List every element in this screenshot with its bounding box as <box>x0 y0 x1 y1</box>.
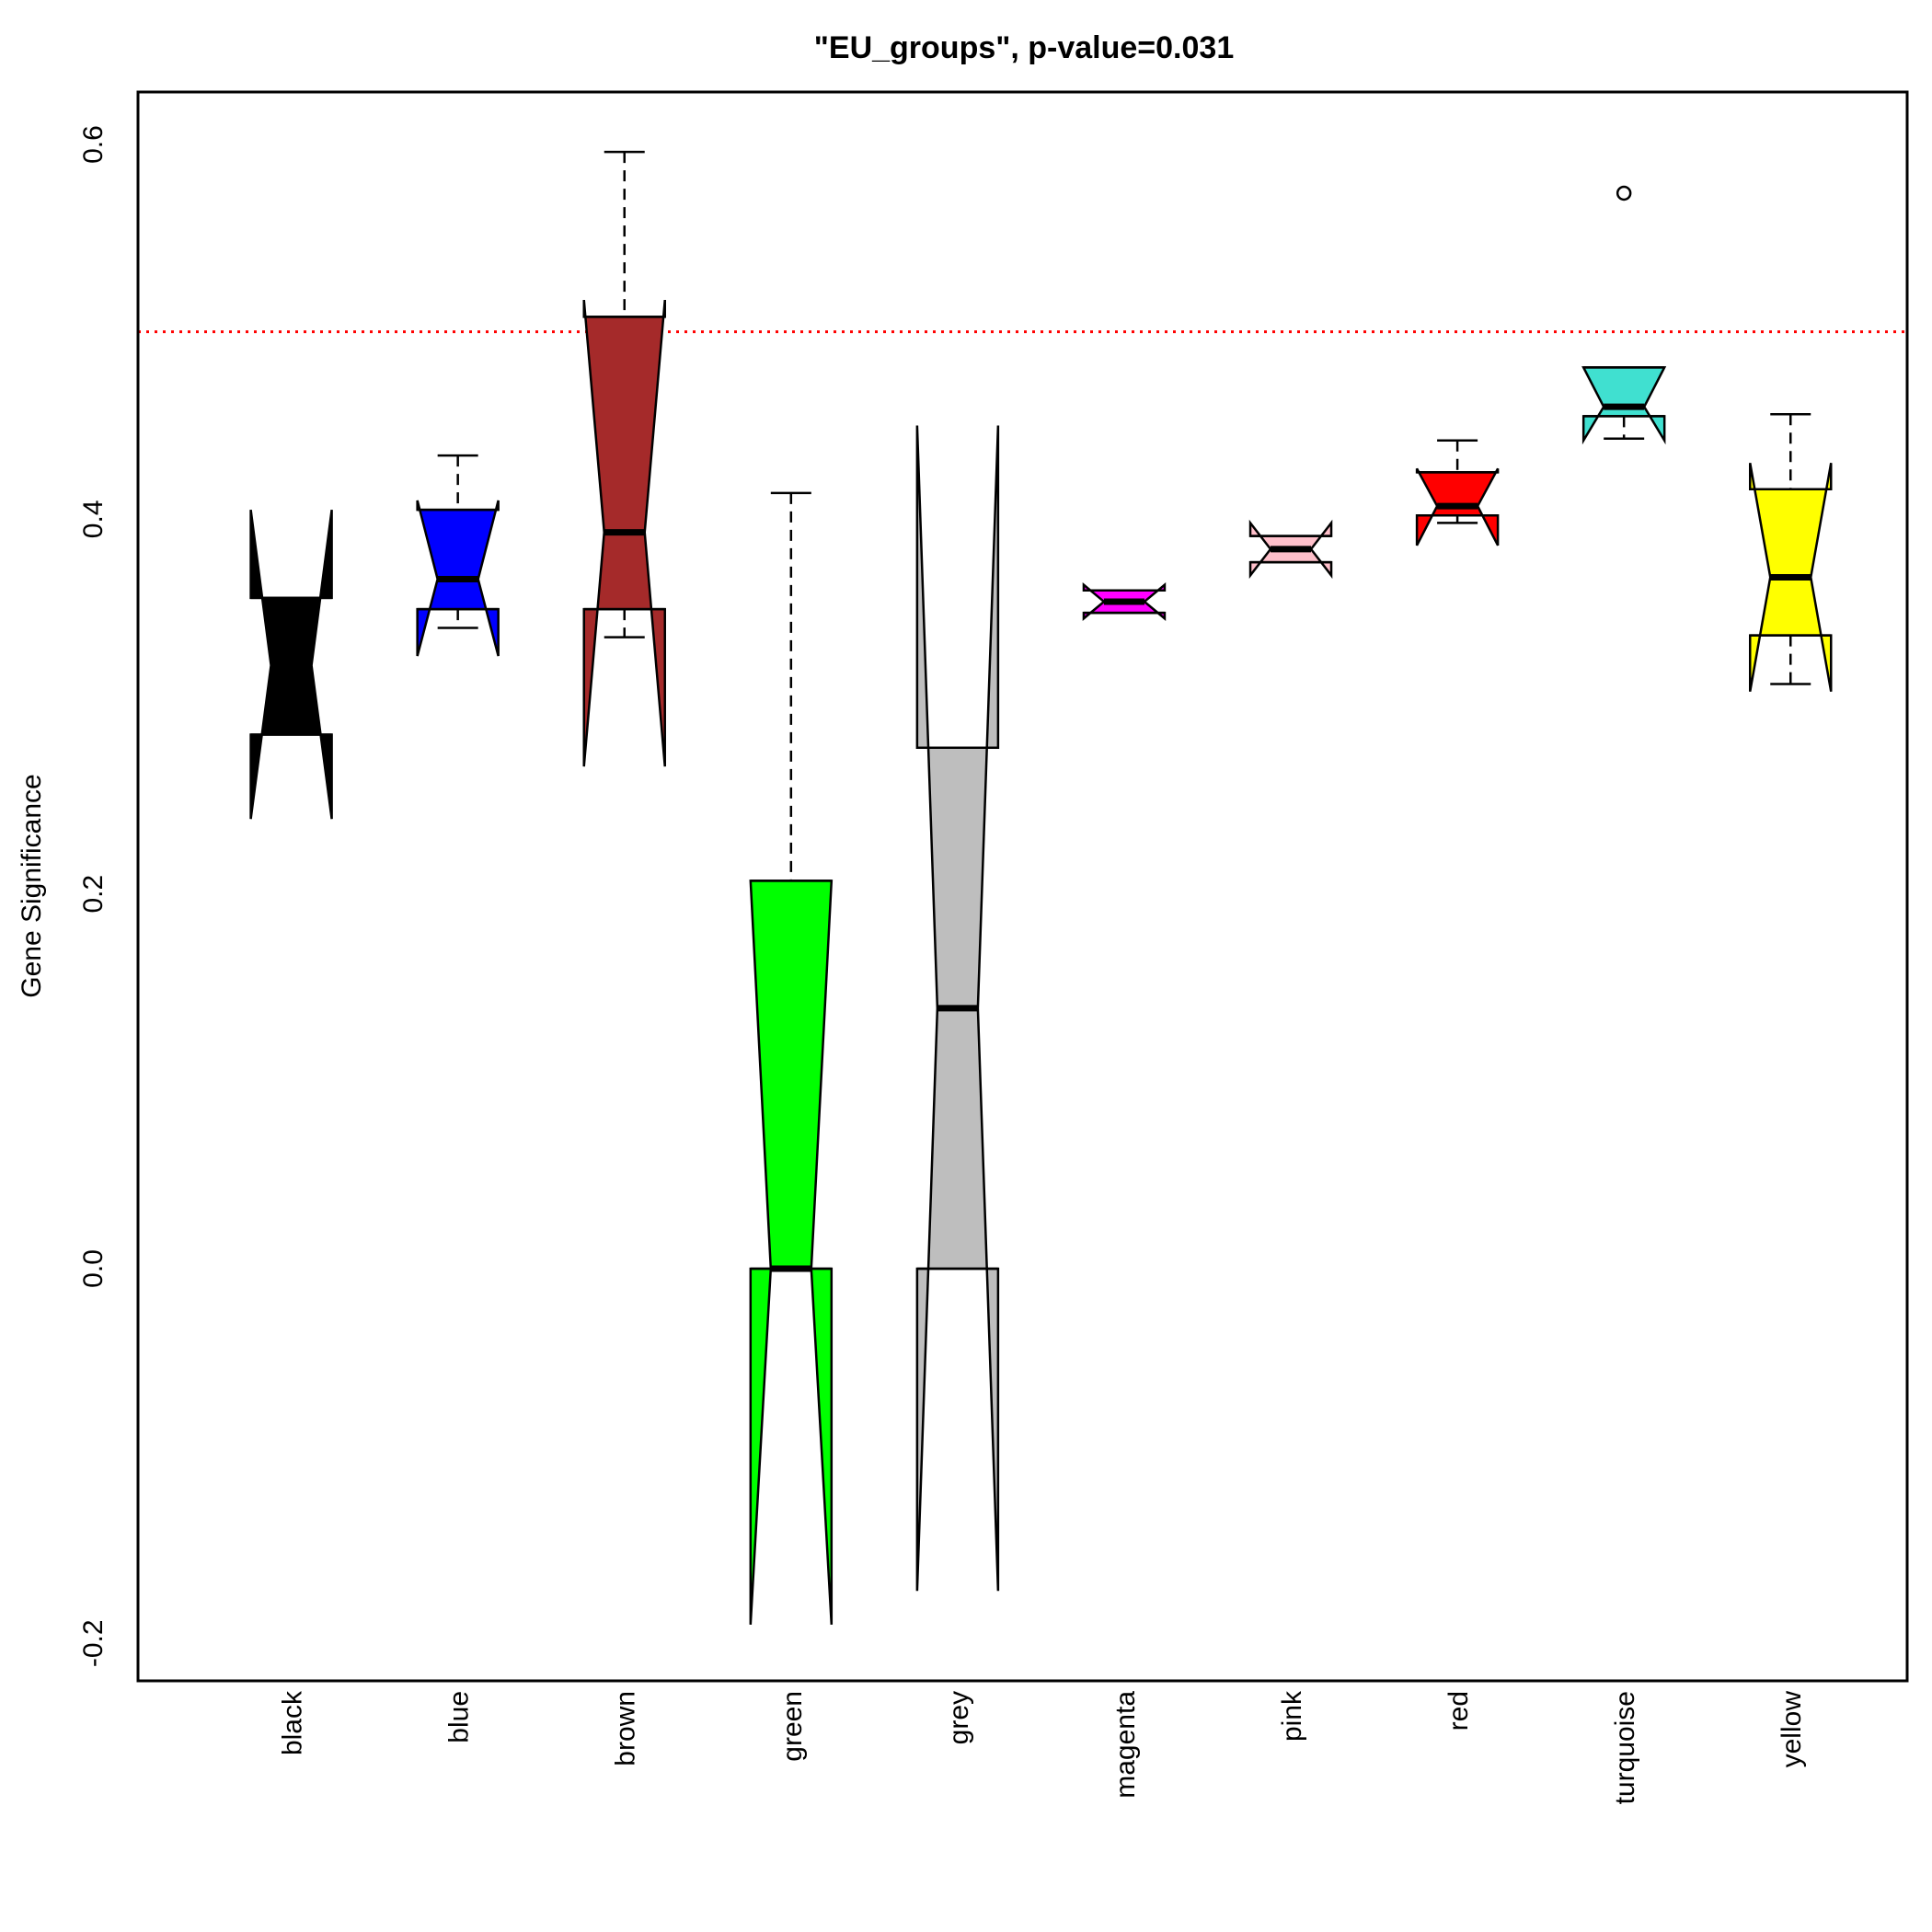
y-tick-label: 0.0 <box>78 1249 109 1288</box>
x-tick-label: black <box>278 1690 308 1755</box>
box-red <box>1415 439 1500 546</box>
box-yellow <box>1748 413 1833 692</box>
box-turquoise <box>1581 185 1667 445</box>
box-black <box>249 509 333 820</box>
x-tick-label: turquoise <box>1610 1691 1640 1804</box>
y-tick-label: 0.2 <box>78 875 109 914</box>
box-green <box>749 491 834 1625</box>
x-tick-label: green <box>777 1691 808 1762</box>
box-brown <box>582 150 666 767</box>
x-tick-label: blue <box>444 1691 475 1743</box>
y-tick-label: 0.4 <box>78 500 109 538</box>
x-axis-labels: black blue brown green grey magenta pink red tur… <box>278 1690 1808 1804</box>
box-blue <box>416 454 500 657</box>
x-tick-label: brown <box>611 1691 641 1766</box>
box-pink <box>1248 519 1333 580</box>
y-axis-label: Gene Significance <box>17 774 47 998</box>
box-magenta <box>1082 581 1167 621</box>
x-tick-label: red <box>1443 1691 1474 1731</box>
plot-marks <box>138 150 1907 1625</box>
x-tick-label: yellow <box>1777 1691 1807 1768</box>
plot-frame <box>136 90 1909 1683</box>
box-grey <box>915 425 1000 1592</box>
outlier-point <box>1616 185 1632 201</box>
x-tick-label: magenta <box>1110 1691 1141 1799</box>
y-tick-label: 0.6 <box>78 125 109 164</box>
y-axis-ticks: -0.2 0.0 0.2 0.4 0.6 <box>78 125 109 1667</box>
chart-title: "EU_groups", p-value=0.031 <box>814 30 1234 65</box>
box-body <box>749 880 834 1625</box>
x-tick-label: pink <box>1277 1690 1307 1742</box>
x-tick-label: grey <box>944 1691 974 1744</box>
y-tick-label: -0.2 <box>78 1619 109 1667</box>
